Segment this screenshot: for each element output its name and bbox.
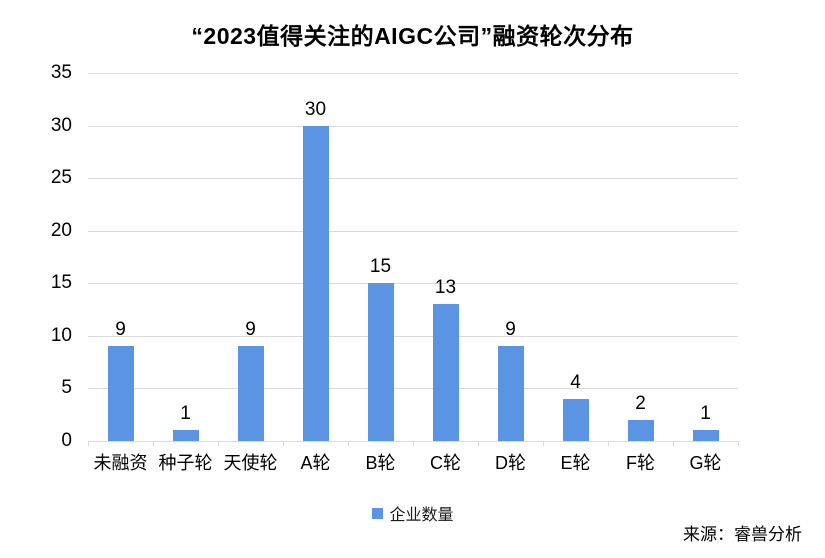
y-axis-label: 35 [50, 62, 72, 83]
axis-tick [478, 441, 479, 446]
bar-value-label: 4 [570, 371, 581, 393]
source-note: 来源：睿兽分析 [683, 525, 802, 544]
x-axis-label: 种子轮 [158, 453, 213, 473]
bar-value-label: 30 [304, 98, 327, 120]
chart-title: “2023值得关注的AIGC公司”融资轮次分布 [191, 23, 634, 49]
axis-tick [543, 441, 544, 446]
axis-tick [218, 441, 219, 446]
bar-value-label: 1 [700, 403, 711, 425]
gridline [88, 125, 738, 127]
axis-tick [348, 441, 349, 446]
bar [107, 346, 134, 441]
bar-value-label: 15 [369, 256, 392, 278]
legend-label: 企业数量 [389, 507, 454, 524]
axis-tick [673, 441, 674, 446]
y-axis-label: 20 [50, 219, 72, 241]
gridline [88, 388, 738, 390]
x-axis-label: C轮 [430, 453, 461, 473]
x-axis-label: A轮 [300, 453, 331, 473]
y-axis-label: 5 [61, 377, 72, 399]
bar [432, 304, 459, 441]
bar [692, 430, 719, 441]
y-axis-label: 25 [50, 167, 72, 189]
bar-value-label: 2 [635, 392, 646, 414]
y-axis-label: 30 [50, 114, 72, 136]
y-axis-label: 10 [50, 324, 72, 346]
y-axis-label: 15 [50, 272, 72, 294]
x-axis-label: D轮 [495, 453, 526, 473]
x-axis-label: E轮 [560, 453, 591, 473]
x-axis-label: G轮 [689, 453, 722, 473]
bar [237, 346, 264, 441]
bar [627, 419, 654, 441]
gridline [88, 335, 738, 337]
axis-tick [608, 441, 609, 446]
bar-value-label: 9 [505, 319, 516, 341]
gridline [88, 178, 738, 180]
bar [172, 430, 199, 441]
legend-marker-icon [372, 507, 384, 519]
axis-tick [413, 441, 414, 446]
axis-tick [283, 441, 284, 446]
x-axis-label: F轮 [626, 453, 655, 473]
bar-value-label: 13 [434, 277, 457, 299]
y-axis-label: 0 [61, 430, 72, 451]
gridline [88, 283, 738, 285]
bar [302, 125, 329, 441]
bar-value-label: 9 [115, 319, 126, 341]
axis-tick [153, 441, 154, 446]
bar-value-label: 1 [180, 403, 191, 425]
bar [562, 398, 589, 441]
bar [497, 346, 524, 441]
x-axis-label: B轮 [365, 453, 396, 473]
legend: 企业数量 [88, 501, 738, 525]
gridline [88, 73, 738, 74]
axis-tick [88, 441, 89, 446]
gridline [88, 230, 738, 232]
bar-value-label: 9 [245, 319, 256, 341]
x-axis-label: 未融资 [93, 453, 148, 473]
axis-tick [738, 441, 739, 446]
x-axis-label: 天使轮 [223, 453, 278, 473]
bar [367, 283, 394, 441]
